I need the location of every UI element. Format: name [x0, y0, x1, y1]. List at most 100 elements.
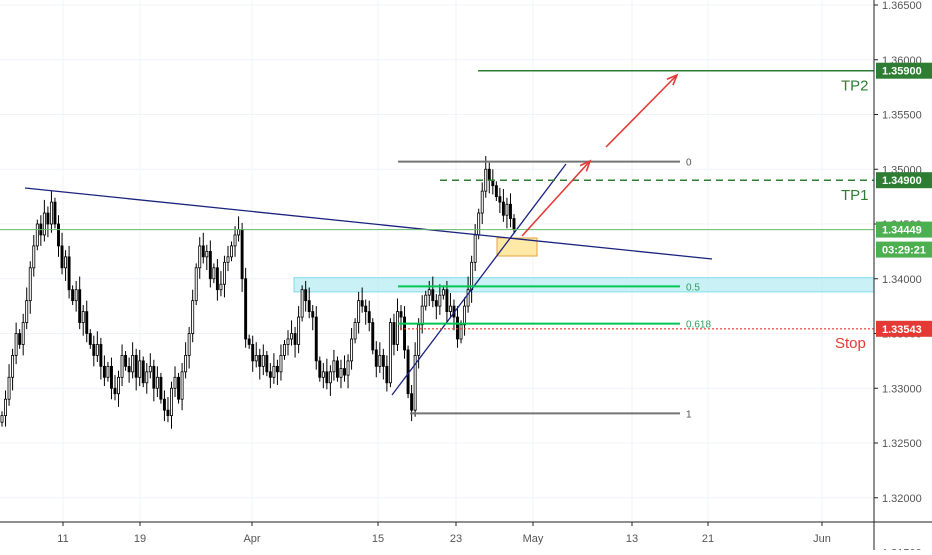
candle-body — [28, 267, 32, 302]
y-tick-label: 1.32000 — [882, 493, 922, 505]
x-tick-label: 11 — [57, 533, 68, 545]
stop-label: Stop — [835, 335, 866, 352]
x-tick-label: May — [523, 533, 544, 545]
candle-body — [385, 365, 389, 384]
candle-body — [431, 289, 435, 302]
candle-body — [509, 203, 512, 219]
candle-body — [7, 376, 11, 400]
candle-body — [166, 409, 170, 417]
candle-body — [279, 354, 283, 373]
candle-body — [155, 376, 159, 389]
candle-body — [145, 371, 149, 384]
candle-body — [403, 316, 406, 351]
candle-body — [374, 349, 378, 367]
candle-body — [233, 234, 237, 247]
candle-body — [141, 360, 145, 384]
candle-body — [251, 344, 255, 362]
candle-body — [438, 294, 442, 307]
candle-body — [102, 365, 106, 378]
candle-body — [230, 245, 233, 258]
x-tick-label: 15 — [372, 533, 384, 545]
candle-body — [498, 196, 502, 203]
candle-body — [32, 245, 36, 269]
price-tag — [876, 221, 932, 238]
candle-body — [396, 311, 399, 345]
candle-body — [286, 338, 290, 345]
candle-body — [424, 294, 428, 307]
candle-body — [127, 365, 131, 373]
candle-body — [99, 344, 103, 367]
labels: 0 0.5 0.618 1 TP2 TP1 Stop — [686, 78, 869, 421]
fib-level-label: 0.5 — [686, 282, 700, 293]
price-tag-label: 1.34900 — [882, 175, 922, 187]
candle-body — [417, 324, 421, 356]
candle-body — [60, 245, 64, 269]
candle-body — [275, 365, 279, 373]
candle-body — [120, 354, 124, 378]
candle-body — [134, 354, 138, 378]
candle-body — [332, 360, 336, 373]
candle-body — [456, 316, 459, 340]
candle-body — [512, 218, 516, 230]
drawings — [0, 69, 874, 415]
descending-trendline — [24, 187, 713, 260]
candle-body — [152, 365, 156, 389]
candle-body — [480, 190, 484, 214]
candle-body — [14, 333, 18, 356]
candle-body — [360, 300, 364, 307]
candle-body — [484, 168, 488, 192]
x-tick-label: Apr — [243, 533, 260, 545]
candle-body — [261, 354, 265, 367]
candle-body — [290, 333, 294, 340]
tp2-label: TP2 — [841, 78, 869, 95]
candle-body — [148, 365, 152, 373]
candles — [0, 156, 516, 429]
candle-body — [49, 201, 53, 225]
candle-body — [353, 322, 357, 340]
candle-body — [219, 283, 223, 291]
candle-body — [226, 256, 230, 263]
candle-body — [307, 300, 311, 312]
candle-body — [35, 223, 39, 247]
candle-body — [138, 360, 142, 378]
candle-body — [78, 289, 82, 323]
candle-body — [42, 212, 46, 236]
candle-body — [92, 344, 96, 356]
candle-body — [46, 212, 50, 225]
candle-body — [53, 201, 57, 225]
candle-body — [191, 300, 195, 334]
price-tag — [876, 241, 932, 258]
candle-body — [162, 398, 166, 411]
candle-body — [297, 316, 301, 345]
candle-body — [124, 354, 128, 367]
candle-body — [367, 311, 371, 323]
x-tick-label: Jun — [813, 533, 831, 545]
projection-arrow-2 — [605, 74, 678, 148]
candle-body — [463, 305, 467, 326]
candle-body — [343, 368, 346, 376]
candle-body — [258, 354, 262, 367]
candle-body — [81, 311, 85, 323]
candle-body — [487, 168, 491, 181]
candle-body — [64, 256, 68, 269]
candle-body — [215, 267, 219, 291]
candle-body — [311, 311, 315, 318]
projection-arrow-1-head — [579, 159, 592, 172]
candle-body — [254, 354, 258, 362]
fib-level-label: 0 — [686, 158, 692, 169]
candle-body — [328, 371, 332, 384]
candle-body — [173, 376, 177, 389]
candle-body — [477, 212, 481, 236]
candle-body — [445, 289, 449, 313]
candle-body — [357, 300, 361, 323]
candle-body — [321, 371, 325, 378]
candle-body — [212, 267, 216, 280]
candle-body — [4, 398, 7, 417]
candle-body — [177, 376, 181, 400]
candle-body — [325, 371, 329, 384]
candle-body — [501, 201, 505, 216]
candle-body — [88, 333, 92, 345]
candle-body — [491, 179, 495, 187]
fib-level-label: 0.618 — [686, 320, 711, 331]
